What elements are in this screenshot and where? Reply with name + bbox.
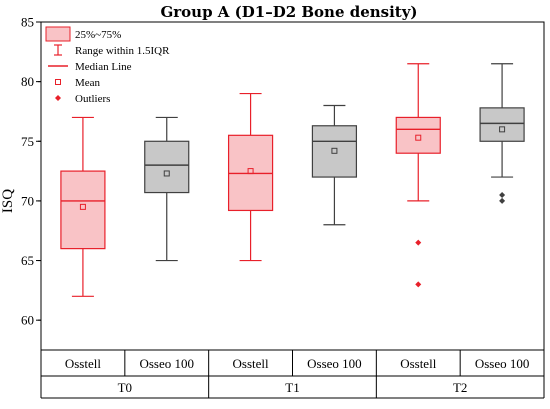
legend-item-median: Median Line [48,61,132,73]
iqr-box [144,140,190,194]
mean-marker [331,147,338,154]
y-tick-label: 85 [21,15,34,30]
box-t0-osstell [60,116,106,297]
mean-marker [499,126,506,133]
mean-marker [79,203,86,210]
legend-label: Range within 1.5IQR [75,45,170,57]
legend-outlier-swatch [55,95,61,101]
group-label: T1 [285,380,299,395]
legend-mean-swatch [55,79,61,85]
outlier-point [499,197,506,204]
legend-label: Mean [75,77,101,89]
chart-title: Group A (D1–D2 Bone density) [160,3,417,21]
iqr-box [479,107,525,142]
legend: 25%~75% Range within 1.5IQR Median Line Mea… [45,26,170,105]
y-axis-label: ISQ [0,189,16,213]
y-tick-label: 80 [21,74,34,89]
y-tick-label: 75 [21,134,34,149]
legend-label: 25%~75% [75,29,121,41]
outlier-point [415,281,422,288]
device-label: Osseo 100 [475,356,530,371]
mean-marker [247,168,254,175]
y-tick-label: 60 [21,313,34,328]
legend-item-outlier: Outliers [55,93,110,105]
iqr-box [311,125,358,178]
device-label: Osstell [65,356,102,371]
outlier-point [415,239,422,246]
device-label: Osstell [400,356,437,371]
box-t1-osseo-100 [311,104,358,226]
legend-item-box: 25%~75% [45,26,121,42]
mean-marker [163,170,170,177]
box-t2-osseo-100 [479,63,525,204]
plot-area [60,63,525,297]
legend-item-mean: Mean [55,77,101,89]
device-label: Osstell [233,356,270,371]
legend-box-swatch [45,26,71,42]
box-t1-osstell [227,92,274,262]
device-label: Osseo 100 [307,356,362,371]
outlier-point [499,191,506,198]
box-t2-osstell [395,63,441,288]
legend-label: Outliers [75,93,110,105]
y-tick-label: 65 [21,253,34,268]
legend-item-whisker: Range within 1.5IQR [54,44,170,57]
category-table: Osstell Osseo 100 T0 Osstell Osseo 100 T1 Osst… [40,350,545,399]
box-t0-osseo-100 [144,116,190,262]
device-label: Osseo 100 [139,356,194,371]
group-label: T0 [118,380,132,395]
mean-marker [415,134,422,141]
y-tick-label: 70 [21,193,34,208]
legend-label: Median Line [75,61,132,73]
group-label: T2 [453,380,467,395]
